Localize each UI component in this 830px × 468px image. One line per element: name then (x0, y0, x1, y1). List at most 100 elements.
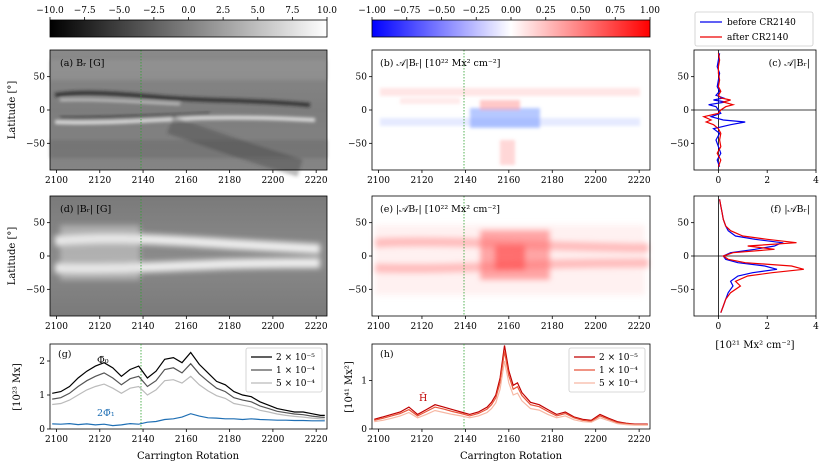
xaxis-d-ticklabel: 2140 (132, 322, 155, 332)
annotation-hbar: H̄ (419, 392, 427, 404)
yaxis-a-ticklabel: 50 (34, 73, 46, 83)
legend-before-after: before CR2140 after CR2140 (694, 11, 814, 47)
xaxis-a-ticklabel: 2200 (261, 176, 284, 186)
xaxis-a-ticklabel: 2140 (132, 176, 155, 186)
xaxis-g-ticklabel: 2220 (305, 435, 328, 445)
yaxis-f-ticklabel: −50 (670, 285, 689, 295)
c-lines-series-1 (708, 53, 746, 167)
yaxis-d-ticklabel: 50 (34, 219, 46, 229)
xaxis-g-ticklabel: 2180 (218, 435, 241, 445)
panel-f-lines (694, 196, 816, 316)
g-lines-series-1 (52, 351, 325, 416)
g-lines-series-2 (52, 362, 325, 418)
panel-e-label: (e) |𝒜Bᵣ| [10²² Mx² cm⁻²] (380, 204, 500, 215)
xaxis-e-ticklabel: 2120 (411, 322, 434, 332)
legend-before-label: before CR2140 (727, 18, 796, 28)
panel-a-label: (a) Bᵣ [G] (60, 58, 104, 69)
annotation-phi0: Φ̄₀ (97, 355, 109, 366)
panel-b-texture (380, 88, 640, 165)
xaxis-a-ticklabel: 2180 (218, 176, 241, 186)
yaxis-a-ticklabel: 0 (39, 106, 45, 116)
panel-d-label: (d) |Bᵣ| [G] (60, 204, 111, 215)
h-lines-series-2 (374, 351, 648, 426)
yaxis-c-ticklabel: 0 (683, 106, 689, 116)
xaxis-g-ticklabel: 2120 (88, 435, 111, 445)
colorbar-gray-ticks: −10.0 −7.5 −5.0 −2.5 0.0 2.5 5.0 7.5 10.0 (36, 6, 337, 20)
yaxis-e-ticklabel: −50 (348, 285, 367, 295)
cb1-ticks-label: 7.5 (285, 6, 300, 16)
f-lines-xticklabel: 2 (764, 322, 770, 332)
xaxis-b-ticklabel: 2200 (584, 176, 607, 186)
panel-a: (a) Bᵣ [G] (49, 49, 328, 177)
legend-h-label-1: 2 × 10⁻⁵ (599, 353, 638, 363)
panel-c-lines (694, 50, 816, 170)
yaxis-d-ticklabel: −50 (26, 285, 45, 295)
cb2-ticks-label: −0.25 (462, 6, 490, 16)
xaxis-a-ticklabel: 2120 (88, 176, 111, 186)
panel-f: (f) |𝒜Bᵣ| (693, 195, 817, 317)
cb2-ticks-label: −0.50 (428, 6, 456, 16)
xaxis-b-ticklabel: 2140 (454, 176, 477, 186)
panel-b-label: (b) 𝒜|Bᵣ| [10²² Mx² cm⁻²] (380, 58, 500, 69)
cb1-ticks-label: −5.0 (108, 6, 130, 16)
g-lines-series-3 (52, 375, 325, 420)
xlabel-g: Carrington Rotation (137, 451, 240, 462)
yaxis-f-ticklabel: 0 (683, 252, 689, 262)
xaxis-d-ticklabel: 2200 (261, 322, 284, 332)
yaxis-e-ticklabel: 50 (356, 219, 368, 229)
xaxis-e-ticklabel: 2200 (584, 322, 607, 332)
xaxis-b-ticklabel: 2120 (411, 176, 434, 186)
cb2-ticks-label: 0.50 (570, 6, 590, 16)
xaxis-b-ticklabel: 2220 (628, 176, 651, 186)
yaxis-d-ticklabel: 0 (39, 252, 45, 262)
xaxis-a-ticklabel: 2220 (305, 176, 328, 186)
xaxis-a-ticklabel: 2160 (175, 176, 198, 186)
xaxis-e-ticklabel: 2140 (454, 322, 477, 332)
xaxis-g-ticklabel: 2160 (175, 435, 198, 445)
panel-h-lines (374, 345, 648, 426)
c-lines-series-2 (701, 53, 736, 167)
g-lines-series-4 (52, 413, 325, 427)
xlabel-h: Carrington Rotation (460, 451, 563, 462)
panel-d: (d) |Bᵣ| [G] (49, 195, 328, 317)
cb2-ticks-label: −0.75 (393, 6, 421, 16)
xaxis-d-ticklabel: 2100 (45, 322, 68, 332)
panel-d-texture (54, 225, 321, 280)
cb2-ticks-label: 0.00 (501, 6, 521, 16)
panel-h: (h) H̄ 2 × 10⁻⁵ 1 × 10⁻⁴ 5 × 10⁻⁴ (371, 343, 651, 430)
xaxis-h-ticklabel: 2160 (497, 435, 520, 445)
legend-h-label-2: 1 × 10⁻⁴ (599, 366, 638, 376)
annotation-phi1: 2Φ̄₁ (97, 408, 115, 419)
colorbar-gray: −10.0 −7.5 −5.0 −2.5 0.0 2.5 5.0 7.5 10.0 (36, 6, 337, 38)
f-lines-xticklabel: 4 (813, 322, 819, 332)
legend-g-label-3: 5 × 10⁻⁴ (276, 379, 315, 389)
yaxis-e-ticklabel: 0 (361, 252, 367, 262)
cb1-ticks-label: 5.0 (251, 6, 266, 16)
cb1-ticks-label: 2.5 (216, 6, 231, 16)
cb2-ticks-label: 0.25 (536, 6, 556, 16)
cb2-ticks-label: 1.00 (640, 6, 660, 16)
panel-e: (e) |𝒜Bᵣ| [10²² Mx² cm⁻²] (371, 195, 651, 317)
xaxis-d-ticklabel: 2160 (175, 322, 198, 332)
yaxis-b-ticklabel: 50 (356, 73, 368, 83)
f-lines-xticklabel: 0 (716, 322, 722, 332)
panel-c-label: (c) 𝒜|Bᵣ| (769, 58, 810, 69)
xaxis-h-ticklabel: 2220 (628, 435, 651, 445)
xaxis-b-ticklabel: 2160 (497, 176, 520, 186)
yaxis-g-ticklabel: 0 (39, 425, 45, 435)
xaxis-e-ticklabel: 2220 (628, 322, 651, 332)
panel-g-lines (52, 351, 325, 427)
panel-a-texture (50, 60, 327, 177)
legend-h-label-3: 5 × 10⁻⁴ (599, 379, 638, 389)
xaxis-h-ticklabel: 2100 (367, 435, 390, 445)
yaxis-b-ticklabel: −50 (348, 139, 367, 149)
colorbar-bwr-ticks: −1.00 −0.75 −0.50 −0.25 0.00 0.25 0.50 0.75 1.00 (358, 6, 660, 20)
xlabel-prof: [10²¹ Mx² cm⁻²] (715, 340, 794, 351)
yaxis-c-ticklabel: 50 (678, 73, 690, 83)
yaxis-f-ticklabel: 50 (678, 219, 690, 229)
xaxis-e-ticklabel: 2100 (367, 322, 390, 332)
xaxis-d-ticklabel: 2120 (88, 322, 111, 332)
legend-g: 2 × 10⁻⁵ 1 × 10⁻⁴ 5 × 10⁻⁴ (245, 347, 323, 393)
cb1-ticks-label: −10.0 (36, 6, 64, 16)
yaxis-g-ticklabel: 2 (39, 357, 45, 367)
